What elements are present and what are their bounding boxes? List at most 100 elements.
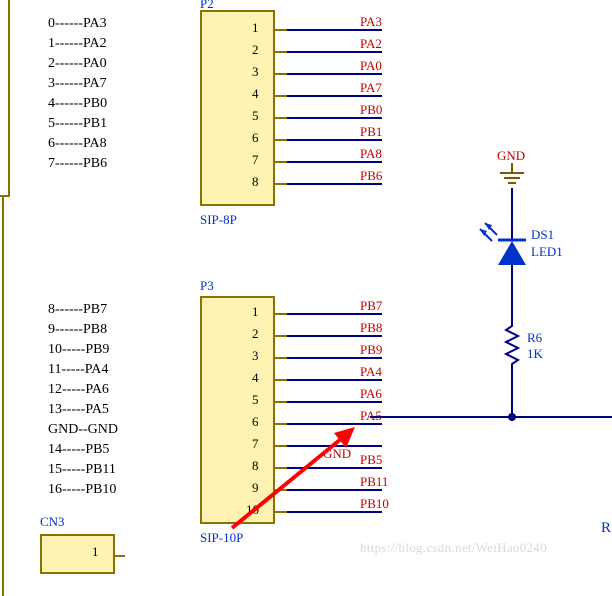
pin-index: 15----- xyxy=(48,462,85,478)
pin-number: 6 xyxy=(252,414,259,430)
pin-number: 5 xyxy=(252,108,259,124)
pin-signal: GND xyxy=(88,422,118,438)
pin-stub xyxy=(273,313,287,315)
p3-value: SIP-10P xyxy=(200,530,243,546)
net-label: PB7 xyxy=(360,298,382,314)
pin-stub xyxy=(273,335,287,337)
pin-stub xyxy=(273,73,287,75)
net-label: PA3 xyxy=(360,14,382,30)
net-label: PB0 xyxy=(360,102,382,118)
pin-signal: PA5 xyxy=(85,402,109,418)
pin-index: 2------ xyxy=(48,56,83,72)
pin-stub xyxy=(273,29,287,31)
pin-list-row: 5------PB1 xyxy=(48,114,107,134)
pin-signal: PA0 xyxy=(83,56,107,72)
pin-list-row: 10-----PB9 xyxy=(48,340,118,360)
pin-stub xyxy=(273,139,287,141)
pin-signal: PA7 xyxy=(83,76,107,92)
pin-stub xyxy=(273,379,287,381)
pin-list-row: 3------PA7 xyxy=(48,74,107,94)
pin-number: 2 xyxy=(252,326,259,342)
net-label: PA7 xyxy=(360,80,382,96)
pin-stub xyxy=(273,423,287,425)
r6-value: 1K xyxy=(527,346,543,362)
net-label: PB1 xyxy=(360,124,382,140)
net-label: PA4 xyxy=(360,364,382,380)
pin-list-bottom: 8------PB79------PB810-----PB911-----PA4… xyxy=(48,300,118,500)
r6-ref: R6 xyxy=(527,330,542,346)
gnd-symbol xyxy=(492,163,532,191)
pin-number: 3 xyxy=(252,348,259,364)
gnd-label: GND xyxy=(497,148,525,164)
pin-stub xyxy=(273,183,287,185)
watermark: https://blog.csdn.net/WeiHao0240 xyxy=(360,540,547,556)
pin-number: 6 xyxy=(252,130,259,146)
pin-stub xyxy=(273,95,287,97)
pin-number: 10 xyxy=(246,502,259,518)
pin-signal: PA6 xyxy=(85,382,109,398)
net-label: PB8 xyxy=(360,320,382,336)
pin-signal: PB0 xyxy=(83,96,107,112)
pin-list-row: 2------PA0 xyxy=(48,54,107,74)
pin-number: 4 xyxy=(252,370,259,386)
pin-list-row: 7------PB6 xyxy=(48,154,107,174)
pin-index: 11----- xyxy=(48,362,85,378)
net-label: GND xyxy=(323,446,351,462)
pin-signal: PA3 xyxy=(83,16,107,32)
pin-index: 4------ xyxy=(48,96,83,112)
pin-stub xyxy=(273,51,287,53)
pin-index: 9------ xyxy=(48,322,83,338)
pin-stub xyxy=(273,357,287,359)
pin-number: 3 xyxy=(252,64,259,80)
pin-index: 12----- xyxy=(48,382,85,398)
pin-signal: PA8 xyxy=(83,136,107,152)
r-partial: R xyxy=(601,520,611,537)
pin-list-row: 16-----PB10 xyxy=(48,480,118,500)
pin-number: 5 xyxy=(252,392,259,408)
pin-number: 7 xyxy=(252,436,259,452)
pin-list-row: 1------PA2 xyxy=(48,34,107,54)
pin-stub xyxy=(273,489,287,491)
pin-index: 6------ xyxy=(48,136,83,152)
pin-signal: PB9 xyxy=(85,342,109,358)
net-label: PB6 xyxy=(360,168,382,184)
net-label: PA6 xyxy=(360,386,382,402)
pin-stub xyxy=(273,445,287,447)
pin-list-top: 0------PA31------PA22------PA03------PA7… xyxy=(48,14,107,174)
pin-list-row: GND--GND xyxy=(48,420,118,440)
cn3-ref: CN3 xyxy=(40,514,65,530)
p2-body xyxy=(200,10,275,206)
pin-number: 1 xyxy=(252,304,259,320)
pin-stub xyxy=(273,117,287,119)
pin-stub xyxy=(273,467,287,469)
pin-list-row: 15-----PB11 xyxy=(48,460,118,480)
pin-list-row: 8------PB7 xyxy=(48,300,118,320)
border-left-1 xyxy=(8,0,10,196)
pin-list-row: 11-----PA4 xyxy=(48,360,118,380)
pin-number: 7 xyxy=(252,152,259,168)
net-label: PB11 xyxy=(360,474,388,490)
net-label: PB5 xyxy=(360,452,382,468)
cn3-stub xyxy=(113,555,125,557)
pin-list-row: 9------PB8 xyxy=(48,320,118,340)
pin-list-row: 13-----PA5 xyxy=(48,400,118,420)
pin-stub xyxy=(273,161,287,163)
pin-list-row: 0------PA3 xyxy=(48,14,107,34)
pin-index: 1------ xyxy=(48,36,83,52)
p2-value: SIP-8P xyxy=(200,212,237,228)
pin-number: 1 xyxy=(252,20,259,36)
net-label: PA0 xyxy=(360,58,382,74)
pin-number: 2 xyxy=(252,42,259,58)
pin-list-row: 4------PB0 xyxy=(48,94,107,114)
pin-signal: PB7 xyxy=(83,302,107,318)
pin-index: 16----- xyxy=(48,482,85,498)
net-label: PA8 xyxy=(360,146,382,162)
pin-signal: PB6 xyxy=(83,156,107,172)
pin-list-row: 6------PA8 xyxy=(48,134,107,154)
net-label: PB9 xyxy=(360,342,382,358)
net-label: PA2 xyxy=(360,36,382,52)
p3-body xyxy=(200,296,275,524)
pin-signal: PB8 xyxy=(83,322,107,338)
pin-signal: PA4 xyxy=(85,362,109,378)
pin-number: 8 xyxy=(252,174,259,190)
